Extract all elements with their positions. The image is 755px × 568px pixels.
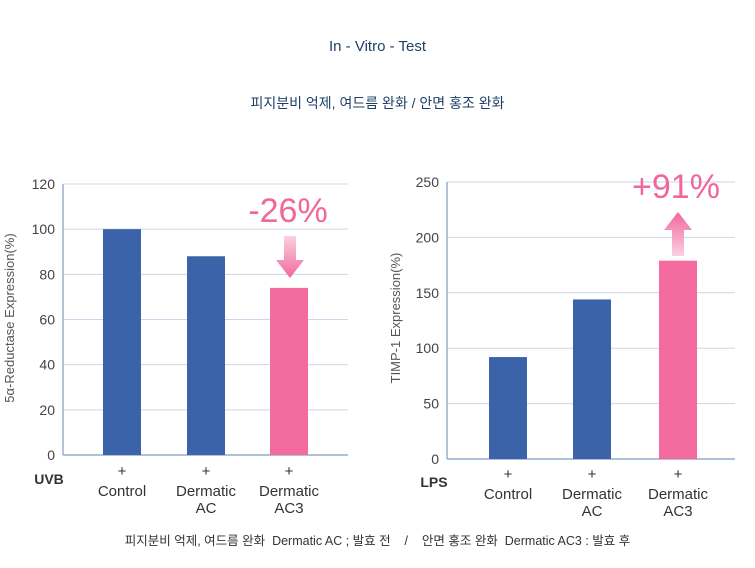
bar-dermatic-ac3: [659, 260, 697, 459]
y-tick-label: 60: [39, 312, 55, 328]
y-tick-label: 80: [39, 266, 55, 282]
bar-dermatic-ac: [187, 256, 225, 455]
treatment-label: LPS: [420, 474, 447, 490]
decrease-arrow-icon: [276, 236, 304, 278]
category-label: Control: [98, 483, 146, 500]
y-axis-label: TIMP-1 Expression(%): [388, 253, 403, 384]
category-label: Dermatic: [562, 486, 623, 503]
category-label-line2: AC: [582, 503, 603, 520]
category-plus-sign: +: [202, 463, 211, 480]
category-label: Dermatic: [648, 486, 709, 503]
category-label: Dermatic: [176, 483, 237, 500]
bar-dermatic-ac: [573, 299, 611, 459]
page-title: In - Vitro - Test: [329, 38, 426, 55]
y-tick-label: 250: [416, 174, 440, 190]
y-tick-label: 50: [423, 396, 439, 412]
bar-dermatic-ac3: [270, 287, 308, 455]
y-tick-label: 120: [32, 176, 56, 192]
y-tick-label: 150: [416, 285, 440, 301]
increase-arrow-icon: [664, 212, 692, 256]
y-tick-label: 20: [39, 402, 55, 418]
category-label-line2: AC3: [663, 503, 692, 520]
category-plus-sign: +: [118, 463, 127, 480]
category-label: Dermatic: [259, 483, 320, 500]
category-label-line2: AC: [196, 500, 217, 517]
category-label-line2: AC3: [274, 500, 303, 517]
percent-change-annotation: -26%: [248, 192, 327, 230]
y-tick-label: 0: [47, 447, 55, 463]
bar-control: [489, 357, 527, 459]
footnote-caption: 피지분비 억제, 여드름 완화 Dermatic AC ; 발효 전 / 안면 …: [124, 534, 631, 548]
y-tick-label: 0: [431, 451, 439, 467]
bar-control: [103, 229, 141, 455]
y-axis-label: 5α-Reductase Expression(%): [2, 233, 17, 402]
category-plus-sign: +: [588, 466, 597, 483]
y-tick-label: 100: [32, 221, 56, 237]
category-label: Control: [484, 486, 532, 503]
percent-change-annotation: +91%: [632, 168, 720, 206]
y-tick-label: 200: [416, 229, 440, 245]
y-tick-label: 40: [39, 357, 55, 373]
page-subtitle: 피지분비 억제, 여드름 완화 / 안면 홍조 완화: [250, 95, 505, 111]
category-plus-sign: +: [674, 466, 683, 483]
y-tick-label: 100: [416, 340, 440, 356]
category-plus-sign: +: [504, 466, 513, 483]
category-plus-sign: +: [285, 463, 294, 480]
treatment-label: UVB: [34, 471, 64, 487]
